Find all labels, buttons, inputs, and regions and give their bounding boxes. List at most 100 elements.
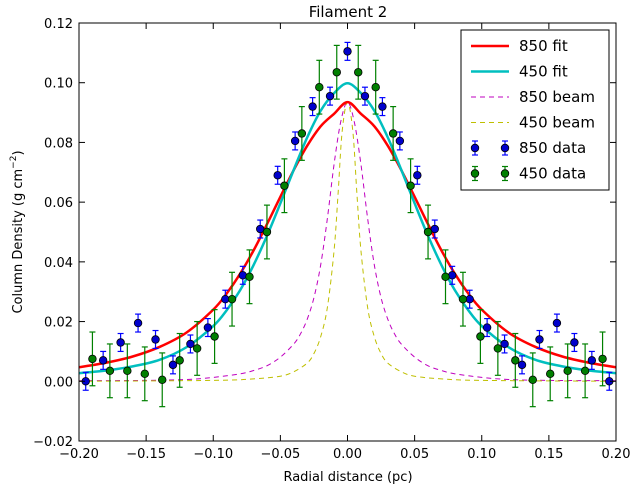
data-point-850-data [552, 313, 562, 333]
marker [308, 102, 317, 111]
x-tick-label: −0.15 [126, 447, 166, 462]
marker [441, 272, 450, 281]
y-axis-label-exponent: −2 [9, 156, 19, 169]
data-point-450-data [88, 331, 97, 387]
data-point-450-data [354, 44, 363, 100]
marker [280, 181, 289, 190]
data-point-850-data [256, 219, 265, 239]
marker [325, 91, 335, 101]
marker [570, 338, 579, 347]
data-point-450-data [423, 204, 433, 260]
data-point-450-data [458, 271, 468, 327]
data-point-450-data [227, 271, 237, 327]
marker [168, 360, 178, 370]
data-point-450-data [563, 343, 572, 399]
marker [493, 344, 503, 353]
marker [378, 102, 387, 111]
marker [448, 271, 457, 280]
marker [371, 82, 380, 92]
marker [297, 129, 307, 138]
data-point-450-data [511, 332, 520, 388]
plot-frame [78, 22, 617, 442]
data-point-850-data [186, 334, 195, 354]
data-point-850-data [482, 317, 492, 338]
marker [500, 339, 509, 349]
data-point-450-data [280, 158, 289, 214]
marker [105, 366, 115, 376]
y-tick-label: 0.08 [44, 136, 73, 151]
x-tick-label: 0.10 [467, 447, 496, 462]
marker [192, 344, 202, 353]
data-point-850-data [360, 86, 370, 106]
data-point-450-data [123, 343, 132, 399]
data-point-450-data [262, 204, 272, 260]
data-point-450-data [493, 320, 503, 376]
marker [88, 354, 97, 364]
legend-marker [500, 169, 510, 178]
x-axis-label: Radial distance (pc) [283, 470, 412, 485]
marker [552, 318, 562, 328]
marker [563, 366, 572, 376]
x-tick-label: 0.00 [333, 447, 362, 462]
marker [123, 366, 132, 376]
legend-label-850-beam: 850 beam [519, 88, 595, 106]
marker [186, 339, 195, 349]
x-tick-label: −0.20 [59, 447, 99, 462]
data-point-450-data [175, 332, 184, 388]
x-tick-label: 0.05 [400, 447, 429, 462]
data-point-850-data [325, 86, 335, 106]
legend-marker [500, 143, 510, 153]
x-tick-label: 0.20 [602, 447, 631, 462]
data-point-450-data [406, 158, 415, 214]
data-point-450-data [140, 346, 149, 402]
data-point-850-data [395, 131, 405, 151]
data-point-450-data [315, 59, 324, 115]
x-tick-label: 0.15 [534, 447, 563, 462]
legend: 850 fit 450 fit 850 beam 450 beam 850 data 45… [460, 29, 610, 191]
data-point-850-data [168, 355, 178, 375]
y-tick-label: 0.06 [44, 196, 73, 211]
data-point-850-data [343, 41, 352, 61]
y-tick-label: −0.02 [33, 435, 73, 450]
marker [315, 82, 324, 92]
data-point-850-data [430, 219, 439, 239]
marker [140, 369, 149, 379]
marker [423, 227, 433, 237]
marker [151, 335, 160, 344]
marker [511, 356, 520, 365]
data-point-850-data [535, 329, 544, 350]
marker [482, 323, 492, 332]
series-line-450-fit [79, 82, 616, 375]
data-point-850-data [151, 329, 160, 350]
data-point-850-data [221, 289, 230, 309]
data-point-850-data [570, 332, 579, 353]
data-point-450-data [476, 309, 485, 364]
legend-box [460, 29, 610, 191]
marker [580, 366, 590, 376]
y-tick-label: 0.12 [44, 17, 73, 32]
y-axis-label-close: ) [11, 150, 26, 155]
marker [395, 136, 405, 146]
data-point-850-data [500, 334, 509, 354]
marker [273, 171, 282, 180]
data-point-850-data [81, 371, 90, 391]
data-point-450-data [580, 343, 590, 399]
marker [332, 68, 341, 77]
marker [406, 181, 415, 190]
y-axis-label-main: Column Density (g cm [11, 169, 26, 314]
data-point-850-data [517, 355, 527, 375]
marker [598, 354, 607, 364]
y-tick-label: 0.10 [44, 77, 73, 92]
y-tick-label: 0.02 [44, 316, 73, 331]
marker [203, 323, 213, 332]
x-tick-label: −0.10 [193, 447, 233, 462]
marker [458, 294, 468, 304]
data-point-450-data [158, 352, 167, 408]
data-point-450-data [192, 320, 202, 376]
data-point-450-data [546, 346, 555, 402]
marker [175, 356, 184, 365]
data-point-450-data [598, 331, 607, 387]
data-point-850-data [203, 317, 213, 338]
marker [133, 318, 143, 328]
